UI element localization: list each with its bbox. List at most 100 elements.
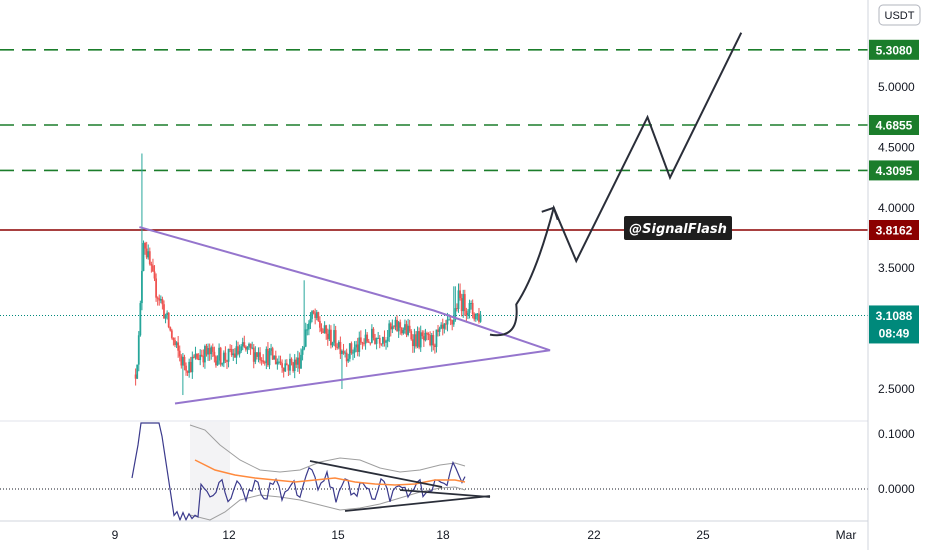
candle-body	[336, 346, 339, 348]
time-tick-label: 15	[331, 528, 345, 542]
price-level-label: 5.3080	[876, 43, 913, 57]
candle-body	[459, 290, 461, 299]
candle-body	[474, 314, 477, 320]
candle-body	[268, 350, 271, 366]
price-level-tag	[869, 220, 919, 241]
time-axis[interactable]: 9 12 15 18 22 25 Mar	[112, 528, 857, 542]
candle-body	[170, 330, 173, 338]
candle-body	[440, 324, 443, 329]
candle-body	[356, 344, 359, 352]
candle-body	[249, 343, 252, 348]
candle-body	[478, 313, 480, 322]
candle-body	[229, 348, 232, 350]
candle-body	[254, 352, 257, 362]
candle-body	[445, 323, 447, 325]
price-axis[interactable]: 2.5000 3.5000 4.0000 4.5000 5.0000	[878, 80, 915, 396]
candle-body	[191, 356, 194, 373]
candle-body	[285, 363, 288, 366]
candle-body	[200, 354, 203, 356]
candle-body	[378, 337, 381, 344]
drawings	[139, 32, 743, 405]
time-tick-label: Mar	[836, 528, 857, 542]
candle-body	[462, 294, 465, 312]
candle-body	[276, 361, 279, 365]
indicator-band	[190, 422, 230, 520]
candle-body	[232, 353, 235, 356]
price-tick-label: 3.5000	[878, 261, 915, 275]
time-tick-label: 12	[222, 528, 236, 542]
candle-body	[427, 333, 430, 336]
candle-body	[331, 342, 334, 346]
time-tick-label: 22	[587, 528, 601, 542]
candle-body	[204, 346, 206, 363]
candle-body	[441, 324, 444, 329]
candle-body	[410, 331, 413, 340]
candle-body	[183, 356, 186, 366]
currency-unit-box	[878, 4, 921, 26]
current-price-label: 3.1088	[876, 309, 913, 323]
candle-body	[241, 342, 244, 347]
candle-body	[197, 358, 200, 360]
candle-body	[158, 298, 161, 301]
candle-body	[180, 356, 183, 366]
price-tags: 5.3080 4.6855 4.3095 3.8162 3.1088 08:49	[869, 39, 919, 344]
candle-body	[437, 329, 439, 332]
candle-body	[306, 329, 309, 331]
candle-body	[471, 302, 474, 315]
candle-body	[393, 326, 395, 328]
candle-body	[159, 299, 162, 301]
candle-body	[443, 323, 446, 329]
candle-body	[366, 334, 369, 342]
candle-body	[353, 347, 356, 353]
candle-body	[337, 341, 340, 348]
candle-body	[448, 319, 450, 321]
indicator-axis[interactable]: 0.1000 0.0000	[878, 427, 915, 496]
candle-body	[326, 333, 329, 340]
countdown-label: 08:49	[879, 326, 910, 340]
candle-body	[148, 251, 151, 265]
candle-body	[314, 313, 317, 318]
candle-body	[150, 264, 153, 266]
currency-unit-badge[interactable]: USDT	[878, 4, 921, 26]
candle-body	[317, 312, 320, 321]
candle-body	[181, 356, 184, 366]
currency-unit-label: USDT	[885, 10, 915, 22]
candle-body	[290, 358, 293, 363]
price-level-tag	[869, 114, 919, 135]
candle-body	[467, 312, 469, 316]
candle-body	[300, 354, 302, 369]
candle-body	[479, 314, 482, 322]
candle-body	[476, 313, 479, 315]
indicator-tick-label: 0.0000	[878, 482, 915, 496]
candle-body	[421, 332, 424, 337]
candle-body	[226, 360, 228, 362]
candle-body	[352, 352, 354, 354]
candle-body	[361, 342, 364, 344]
candle-body	[222, 352, 225, 364]
candle-body	[309, 318, 312, 324]
watermark-box	[624, 216, 732, 240]
candle-body	[141, 270, 143, 304]
time-tick-label: 25	[696, 528, 710, 542]
candle-body	[415, 334, 417, 347]
candle-body	[452, 319, 455, 325]
indicator-upper-band	[189, 424, 466, 473]
watermark-text: @SignalFlash	[629, 222, 727, 237]
candle-body	[215, 356, 217, 366]
watermark: @SignalFlash	[624, 216, 732, 240]
candle-body	[289, 358, 291, 371]
candle-body	[377, 337, 380, 339]
candle-body	[278, 361, 280, 363]
candle-body	[169, 327, 172, 331]
candle-body	[307, 323, 310, 330]
candle-body	[364, 334, 367, 344]
indicator-shade	[190, 422, 230, 520]
candle-body	[451, 320, 454, 325]
candle-body	[311, 311, 313, 319]
candle-body	[298, 357, 301, 369]
candle-body	[147, 251, 150, 258]
candle-body	[374, 337, 376, 344]
candle-body	[240, 346, 243, 352]
candle-body	[186, 370, 189, 373]
